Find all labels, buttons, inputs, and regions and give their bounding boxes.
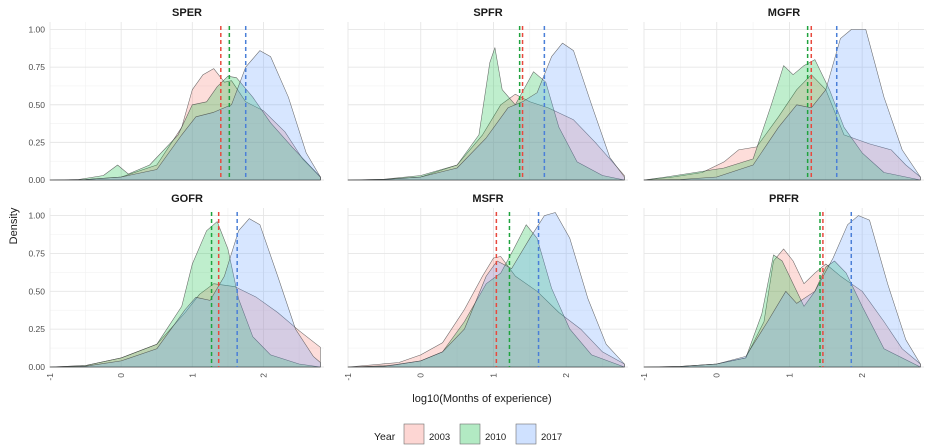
x-tick-label: 1 bbox=[784, 373, 794, 378]
y-tick-label: 0.00 bbox=[28, 362, 45, 372]
density-area-2017 bbox=[347, 42, 625, 181]
x-tick-label: 0 bbox=[416, 373, 426, 378]
x-tick-label: -1 bbox=[45, 373, 55, 381]
density-area-2003 bbox=[49, 68, 321, 181]
density-area-2010 bbox=[643, 59, 921, 181]
legend-label-2010: 2010 bbox=[485, 432, 506, 443]
density-area-2010 bbox=[347, 47, 625, 181]
legend-swatch-2010 bbox=[459, 423, 481, 445]
x-tick-label: -1 bbox=[343, 373, 353, 381]
legend-label-2017: 2017 bbox=[541, 432, 562, 443]
density-area-2017 bbox=[49, 218, 321, 368]
panel-mgfr: MGFR bbox=[643, 7, 924, 181]
panel-title: SPER bbox=[172, 7, 202, 19]
panel-spfr: SPFR bbox=[347, 7, 628, 181]
legend-title: Year bbox=[374, 431, 396, 443]
x-tick-label: 2 bbox=[259, 373, 269, 378]
y-tick-label: 0.50 bbox=[28, 100, 45, 110]
density-area-2003 bbox=[643, 74, 921, 181]
x-tick-label: 1 bbox=[488, 373, 498, 378]
x-tick-label: 0 bbox=[712, 373, 722, 378]
panel-title: GOFR bbox=[171, 193, 203, 205]
y-tick-label: 0.75 bbox=[28, 62, 45, 72]
panel-msfr: MSFR -1 0 1 2 bbox=[343, 193, 628, 381]
x-tick-label: 0 bbox=[116, 373, 126, 378]
y-tick-label: 0.50 bbox=[28, 286, 45, 296]
density-area-2017 bbox=[347, 212, 625, 368]
y-tick-label: 1.00 bbox=[28, 25, 45, 35]
x-tick-label: 2 bbox=[857, 373, 867, 378]
legend-swatch-2003 bbox=[403, 423, 425, 445]
density-area-2017 bbox=[643, 29, 921, 181]
y-tick-label: 0.75 bbox=[28, 248, 45, 258]
panel-sper: SPER 0.00 0.25 0.50 0.75 1.00 bbox=[28, 7, 324, 185]
legend: Year 2003 2010 2017 bbox=[374, 423, 562, 445]
x-tick-label: -1 bbox=[639, 373, 649, 381]
density-area-2010 bbox=[49, 221, 321, 368]
x-axis-title: log10(Months of experience) bbox=[412, 393, 551, 405]
density-area-2010 bbox=[49, 75, 321, 181]
density-area-2003 bbox=[347, 256, 625, 368]
y-tick-label: 0.25 bbox=[28, 137, 45, 147]
y-tick-label: 1.00 bbox=[28, 211, 45, 221]
panel-title: SPFR bbox=[473, 7, 502, 19]
panel-title: MSFR bbox=[472, 193, 503, 205]
panel-title: MGFR bbox=[768, 7, 800, 19]
y-tick-label: 0.00 bbox=[28, 175, 45, 185]
legend-swatch-2017 bbox=[515, 423, 537, 445]
density-area-2017 bbox=[643, 215, 921, 368]
panels-layer: SPER 0.00 0.25 0.50 0.75 1.00 SPFR MGFR GOFR 0.00… bbox=[28, 7, 924, 381]
y-axis-title: Density bbox=[8, 207, 20, 244]
density-area-2017 bbox=[49, 50, 321, 181]
panel-gofr: GOFR 0.00 0.25 0.50 0.75 1.00 -1 0 1 2 bbox=[28, 193, 324, 381]
y-tick-label: 0.25 bbox=[28, 324, 45, 334]
x-tick-label: 2 bbox=[561, 373, 571, 378]
legend-label-2003: 2003 bbox=[429, 432, 450, 443]
panel-prfr: PRFR -1 0 1 2 bbox=[639, 193, 924, 381]
panel-title: PRFR bbox=[769, 193, 799, 205]
x-tick-label: 1 bbox=[187, 373, 197, 378]
